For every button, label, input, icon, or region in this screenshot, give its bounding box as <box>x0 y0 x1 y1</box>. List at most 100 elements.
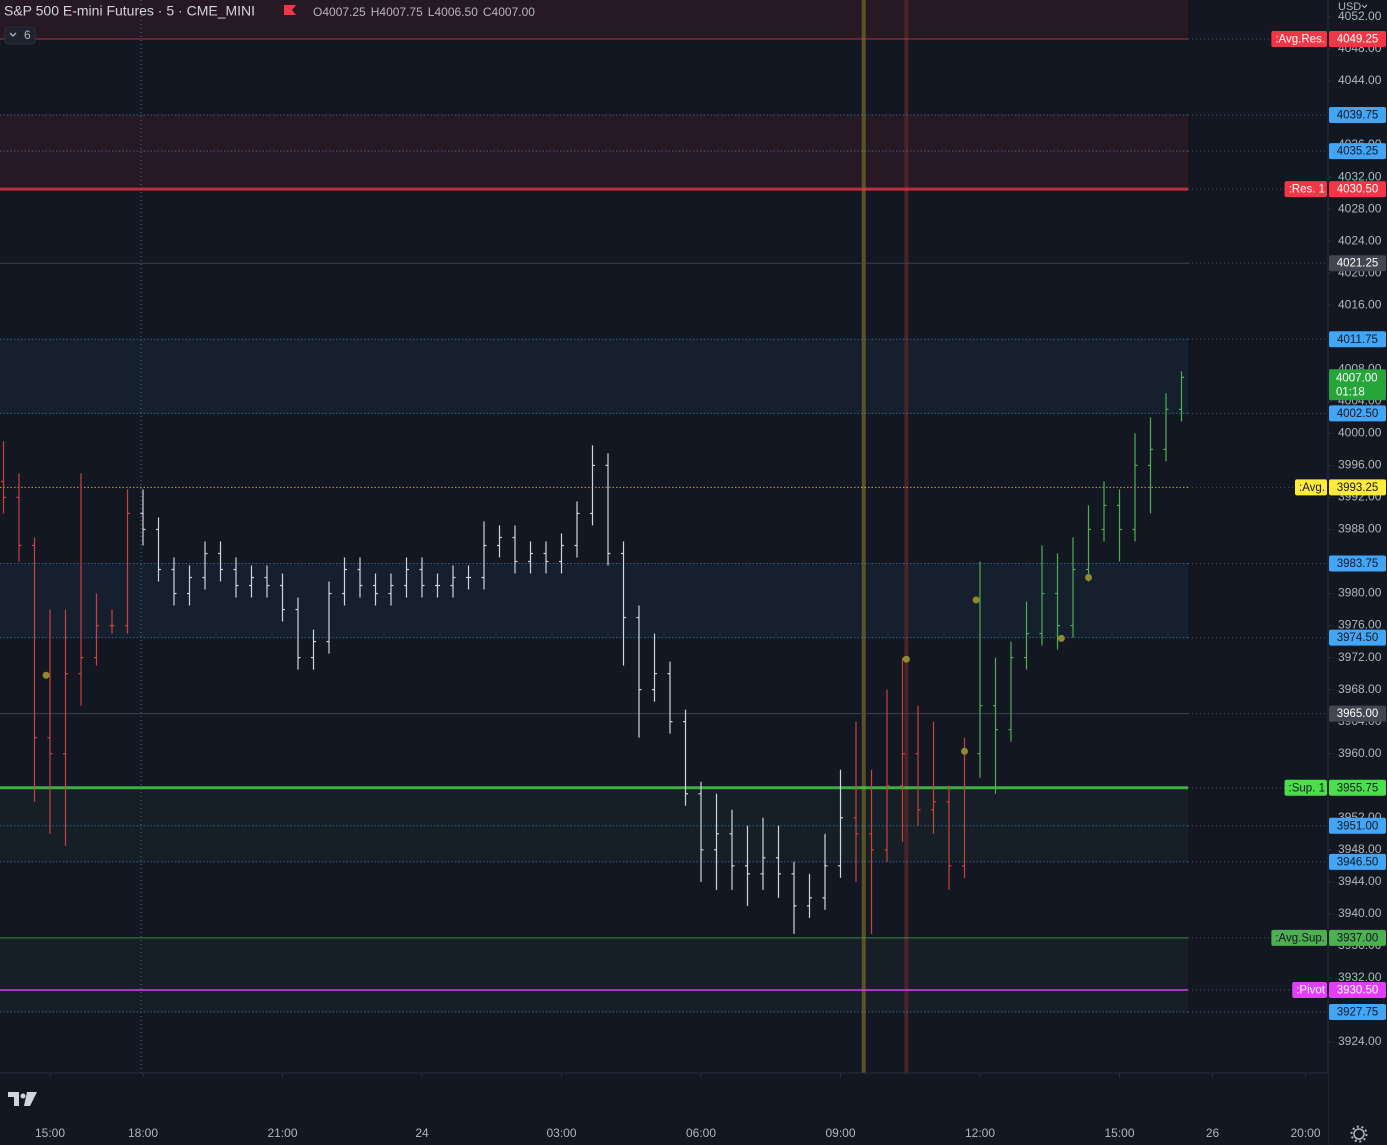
level-name: :Pivot <box>1296 984 1326 996</box>
level-name: :Avg.Sup. <box>1275 932 1325 944</box>
y-tick-label: 3948.00 <box>1338 842 1382 856</box>
price-tag-label: 3927.75 <box>1337 1007 1379 1019</box>
y-tick-label: 4000.00 <box>1338 426 1382 440</box>
x-tick-label: 26 <box>1206 1126 1220 1140</box>
ohlc-legend: O 4007.25 H 4007.75 L 4006.50 C 4007.00 <box>313 5 535 19</box>
symbol-title: S&P 500 E-mini Futures · 5 · CME_MINI <box>4 3 255 19</box>
price-tag <box>1329 981 1386 998</box>
currency-chevron <box>1361 4 1368 9</box>
zone <box>0 115 1188 190</box>
ohlc-key: C <box>483 5 492 19</box>
tv-logo <box>8 1092 37 1106</box>
price-tag <box>1329 555 1386 572</box>
last-price-label: 4007.00 <box>1336 372 1378 384</box>
price-tag <box>1329 853 1386 870</box>
x-tick-label: 21:00 <box>267 1126 297 1140</box>
currency[interactable]: USD <box>1338 1 1361 13</box>
price-tag-label: 3930.50 <box>1337 984 1379 996</box>
zone <box>0 563 1188 638</box>
level-name: :Avg. <box>1299 482 1325 494</box>
y-tick-label: 3988.00 <box>1338 522 1382 536</box>
signal-dot <box>961 747 969 755</box>
zones <box>0 0 1188 1073</box>
signal-dot <box>42 671 50 679</box>
x-tick-label: 20:00 <box>1290 1126 1320 1140</box>
zone <box>0 937 1188 1012</box>
countdown: 01:18 <box>1336 386 1365 398</box>
price-tag-label: 3965.00 <box>1337 708 1379 720</box>
level-name-tag <box>1284 181 1327 198</box>
y-tick-label: 3968.00 <box>1338 682 1382 696</box>
price-tag-label: 4039.75 <box>1337 110 1379 122</box>
y-tick-label: 4032.00 <box>1338 169 1382 183</box>
indicators-count: 6 <box>24 28 31 42</box>
signal-dot <box>1085 574 1093 582</box>
price-tag <box>1329 181 1386 198</box>
price-tag-label: 3951.00 <box>1337 820 1379 832</box>
logo-part <box>24 1092 37 1106</box>
x-tick-label: 24 <box>415 1126 429 1140</box>
x-tick-label: 18:00 <box>128 1126 158 1140</box>
zone <box>0 0 1188 39</box>
y-tick-label: 4016.00 <box>1338 297 1382 311</box>
settings-icon[interactable] <box>1350 1125 1368 1143</box>
price-tag <box>1329 705 1386 722</box>
price-tag-label: 3937.00 <box>1337 932 1379 944</box>
price-tag <box>1329 929 1386 946</box>
flag-icon[interactable] <box>284 5 296 15</box>
level-name: :Sup. 1 <box>1289 782 1325 794</box>
price-tag-label: 4035.25 <box>1337 146 1379 158</box>
price-tag <box>1329 779 1386 796</box>
price-tag-label: 3946.50 <box>1337 856 1379 868</box>
gear[interactable] <box>1353 1128 1365 1140</box>
price-tag-label: 3974.50 <box>1337 632 1379 644</box>
x-tick-label: 03:00 <box>546 1126 576 1140</box>
signal-dot <box>902 655 910 663</box>
x-tick-label: 12:00 <box>965 1126 995 1140</box>
y-tick-label: 4028.00 <box>1338 201 1382 215</box>
x-tick-label: 09:00 <box>825 1126 855 1140</box>
price-tag <box>1329 629 1386 646</box>
price-tag-label: 3993.25 <box>1337 482 1379 494</box>
chevron-icon <box>9 32 17 37</box>
y-tick-label: 3976.00 <box>1338 618 1382 632</box>
y-tick-label: 3944.00 <box>1338 874 1382 888</box>
x-tick-label: 15:00 <box>1104 1126 1134 1140</box>
price-tag-label: 3955.75 <box>1337 782 1379 794</box>
time-axis-bg <box>0 1073 1328 1145</box>
y-tick-label: 4024.00 <box>1338 233 1382 247</box>
zone <box>0 339 1188 414</box>
price-tag-label: 4002.50 <box>1337 408 1379 420</box>
gear-teeth[interactable] <box>1350 1125 1368 1143</box>
ohlc-key: H <box>371 5 380 19</box>
level-name-tag <box>1271 30 1327 47</box>
indicators-toggle[interactable] <box>4 26 36 45</box>
level-name-tag <box>1292 981 1327 998</box>
ohlc-key: L <box>428 5 435 19</box>
price-tag-label: 4011.75 <box>1337 334 1378 346</box>
ohlc-value: 4007.00 <box>492 5 536 19</box>
y-tick-label: 3932.00 <box>1338 970 1382 984</box>
level-name: :Avg.Res. <box>1275 33 1325 45</box>
level-name-tag <box>1284 779 1327 796</box>
price-tag <box>1329 255 1386 272</box>
y-tick-label: 3924.00 <box>1338 1034 1382 1048</box>
y-tick-label: 3980.00 <box>1338 586 1382 600</box>
ohlc-value: 4007.75 <box>379 5 423 19</box>
signal-dot <box>1057 634 1065 642</box>
y-tick-label: 3960.00 <box>1338 746 1382 760</box>
ohlc-value: 4006.50 <box>434 5 478 19</box>
logo-part <box>8 1092 19 1106</box>
price-tag-label: 4030.50 <box>1337 184 1379 196</box>
price-tag-label: 4049.25 <box>1337 33 1379 45</box>
price-tag <box>1329 143 1386 160</box>
level-name-tag <box>1271 929 1327 946</box>
price-tag <box>1329 1003 1386 1020</box>
y-tick-label: 3972.00 <box>1338 650 1382 664</box>
price-tag <box>1329 817 1386 834</box>
level-name-tag <box>1295 479 1327 496</box>
price-bars <box>0 371 1185 934</box>
last-price-tag <box>1329 369 1386 401</box>
